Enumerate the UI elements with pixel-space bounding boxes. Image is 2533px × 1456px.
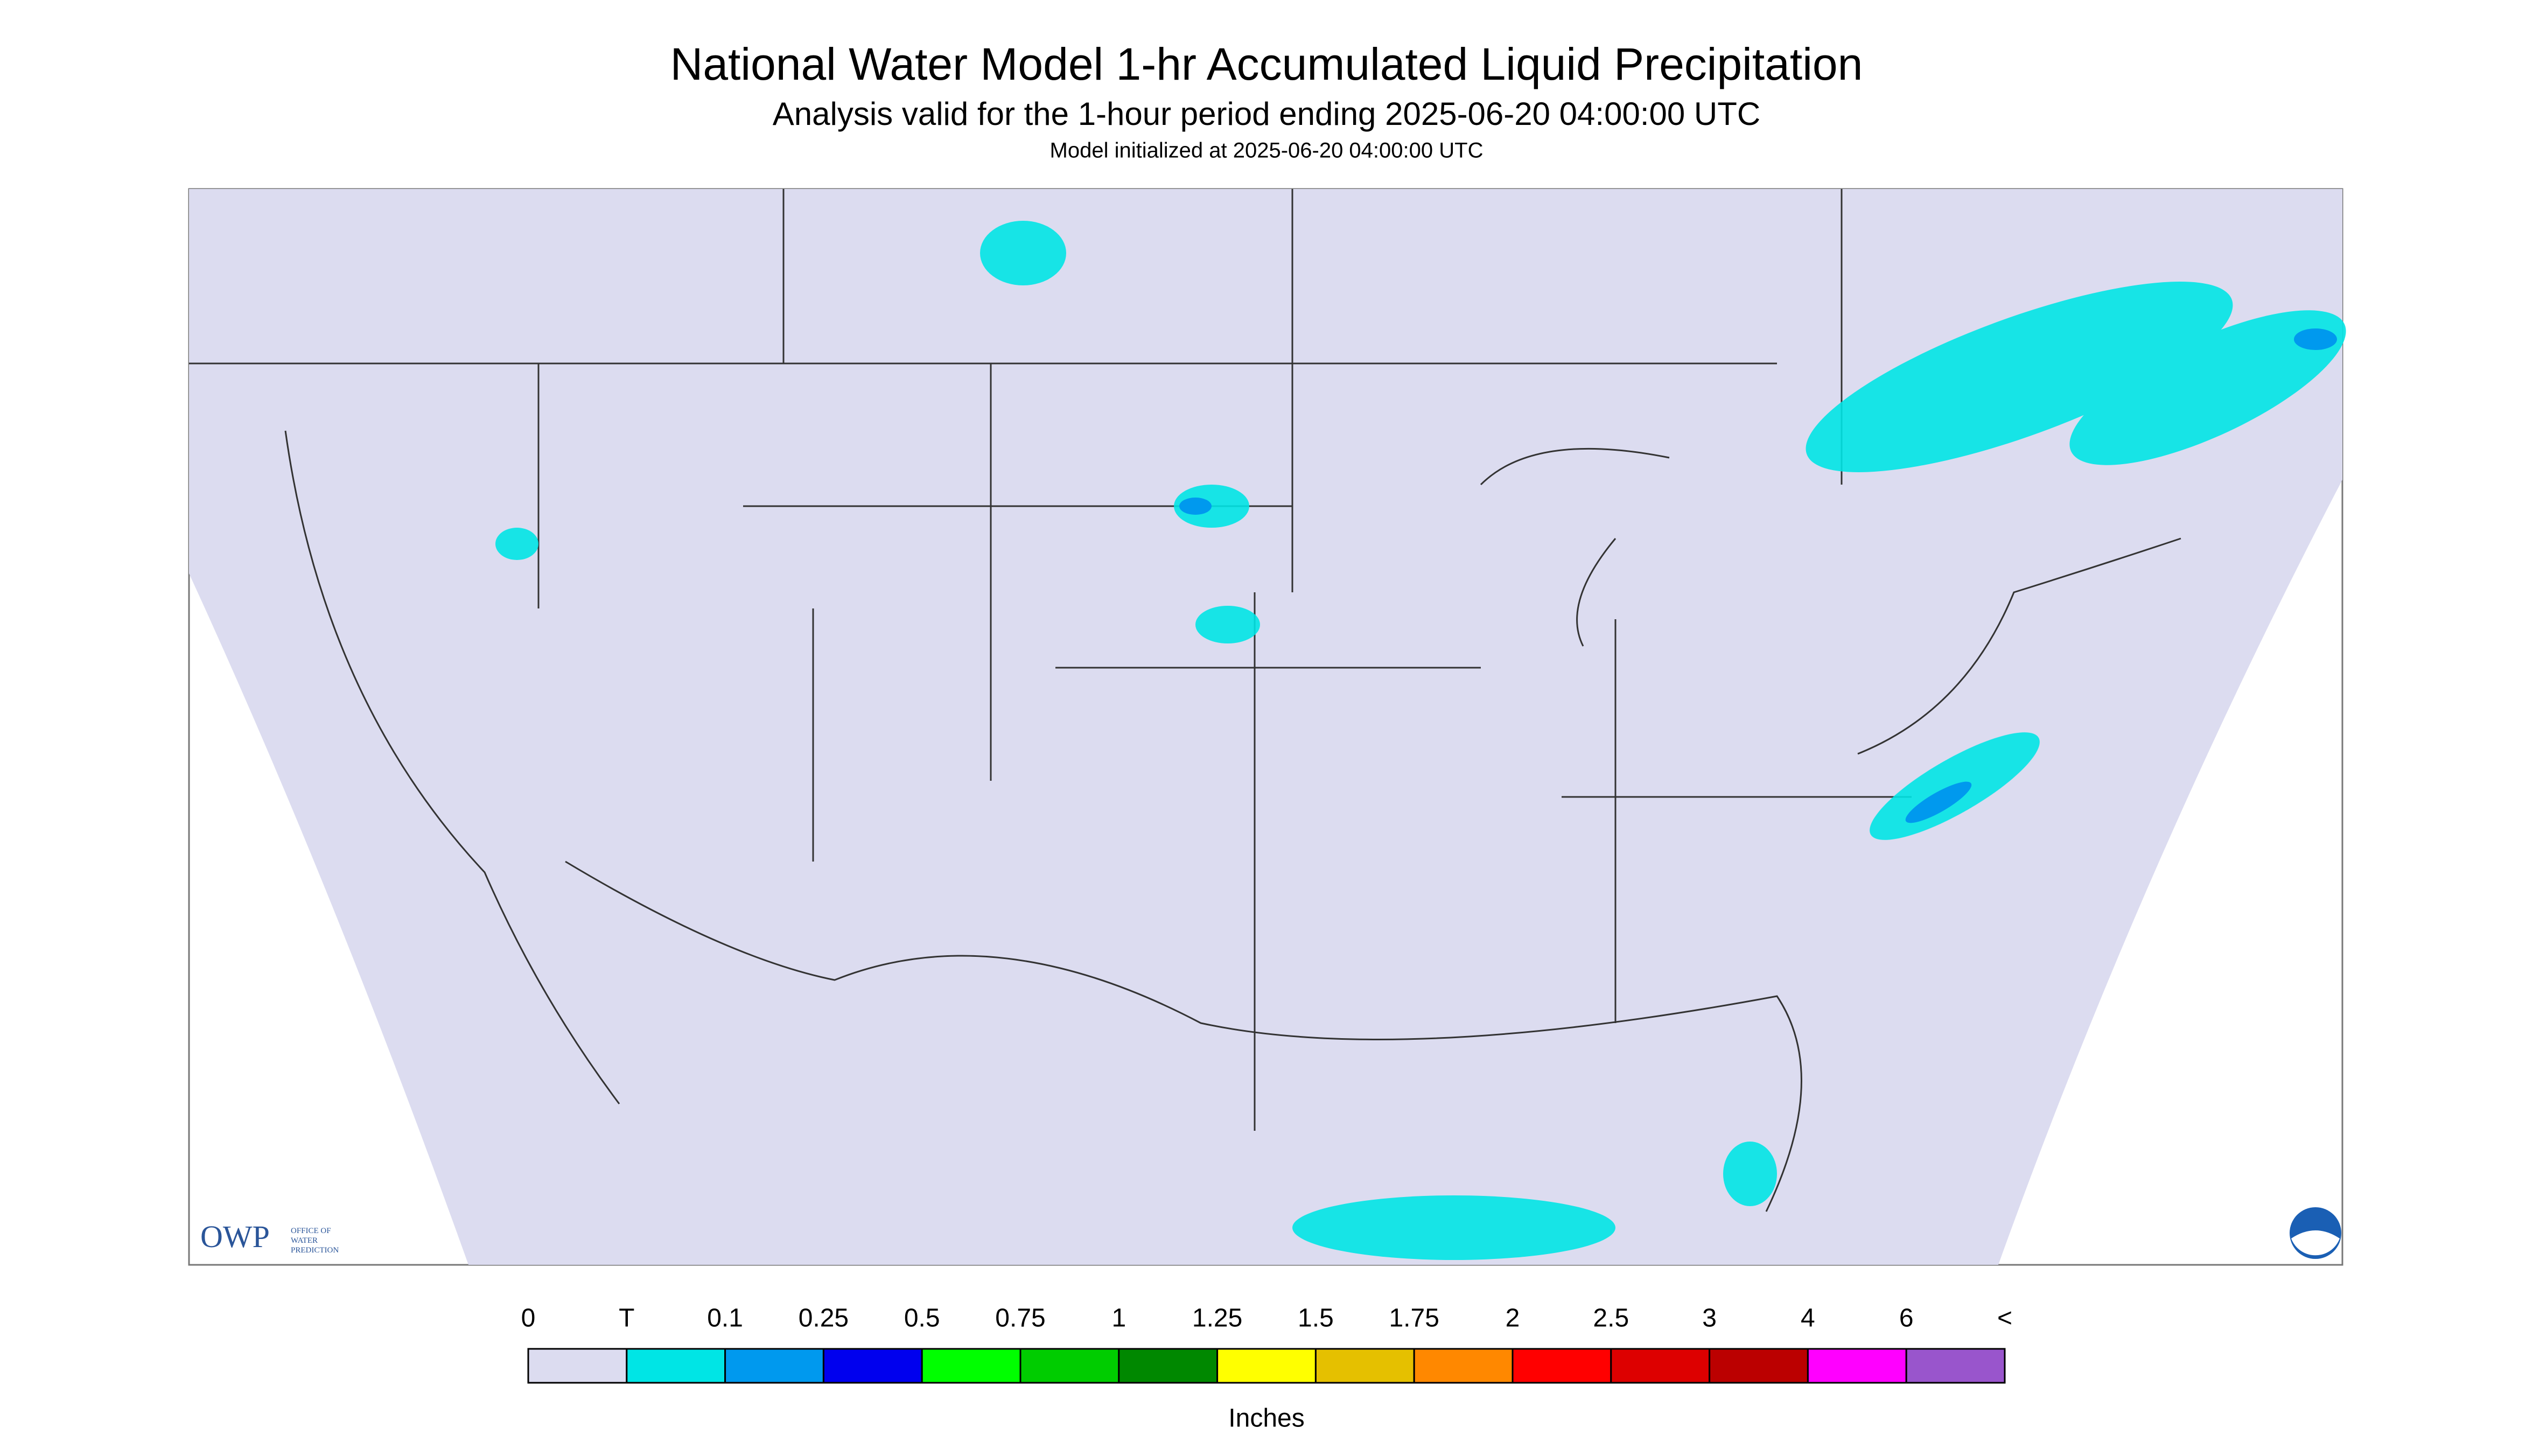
legend-label: 1.25 (1192, 1304, 1242, 1333)
legend-label: 1.75 (1389, 1304, 1439, 1333)
legend-unit: Inches (1228, 1404, 1304, 1433)
map-domain (189, 189, 2342, 1265)
legend-label: 0 (521, 1304, 536, 1333)
legend-label: 1 (1111, 1304, 1126, 1333)
precip-heavy (1179, 328, 2337, 823)
legend-swatch (1807, 1348, 1907, 1384)
legend-label: 0.75 (995, 1304, 1045, 1333)
legend-swatch (724, 1348, 824, 1384)
logo-line: PREDICTION (291, 1246, 339, 1255)
legend-swatch (1905, 1348, 2006, 1384)
legend-swatch (626, 1348, 726, 1384)
legend-swatch (1216, 1348, 1317, 1384)
logo-line: WATER (291, 1236, 318, 1245)
legend-label: 0.25 (799, 1304, 849, 1333)
legend-label: 1.5 (1298, 1304, 1334, 1333)
legend-swatch (527, 1348, 628, 1384)
legend-swatch (1019, 1348, 1120, 1384)
subtitle: Analysis valid for the 1-hour period end… (773, 96, 1760, 132)
legend-label: 0.1 (707, 1304, 743, 1333)
legend-swatch (921, 1348, 1021, 1384)
legend-label: T (619, 1304, 634, 1333)
legend-label: 2.5 (1593, 1304, 1629, 1333)
legend-label: 3 (1702, 1304, 1717, 1333)
legend-swatch (1413, 1348, 1514, 1384)
map: OWP OFFICE OF WATER PREDICTION (188, 188, 2346, 1266)
legend-label: < (1997, 1304, 2012, 1333)
legend-swatch (1118, 1348, 1219, 1384)
noaa-logo-wave (2291, 1230, 2340, 1256)
legend-label: 4 (1801, 1304, 1815, 1333)
title: National Water Model 1-hr Accumulated Li… (670, 39, 1863, 89)
legend: 0 T 0.1 0.25 0.5 0.75 1 1.25 1.5 1.75 2 2.5 3 4 6 < (521, 1304, 2012, 1384)
legend-swatch (1512, 1348, 1612, 1384)
legend-swatch (822, 1348, 923, 1384)
legend-swatch (1709, 1348, 1809, 1384)
boundaries (189, 189, 2181, 1212)
legend-label: 6 (1899, 1304, 1914, 1333)
legend-swatch (1610, 1348, 1711, 1384)
legend-swatch (1314, 1348, 1415, 1384)
init-note: Model initialized at 2025-06-20 04:00:00… (1050, 139, 1484, 163)
legend-label: 2 (1506, 1304, 1520, 1333)
logo-name: OWP (200, 1219, 270, 1254)
legend-label: 0.5 (904, 1304, 940, 1333)
logo-line: OFFICE OF (291, 1227, 331, 1235)
